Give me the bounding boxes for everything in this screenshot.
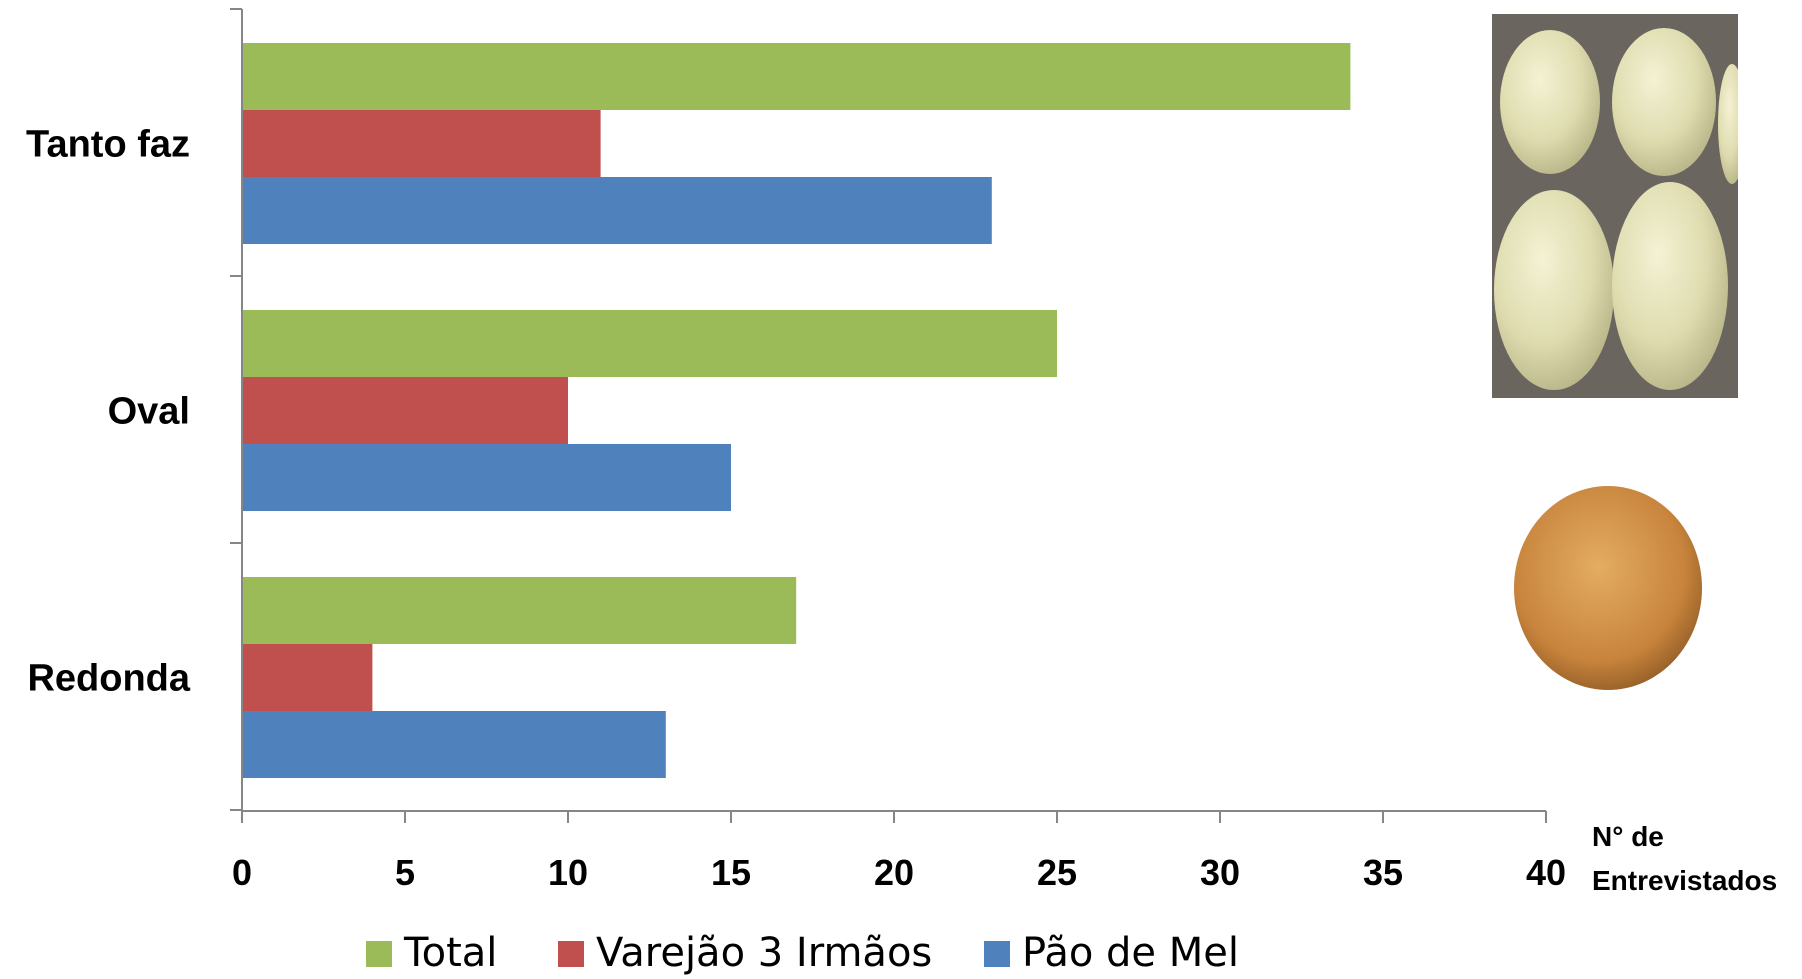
x-tick-label: 10 (548, 852, 588, 893)
legend-item: Total (366, 930, 497, 976)
category-label: Oval (108, 391, 190, 433)
bar-tanto-faz-pão-de-mel (242, 177, 992, 244)
category-label: Redonda (27, 658, 190, 700)
legend-swatch (366, 941, 392, 967)
bar-redonda-total (242, 577, 797, 644)
x-tick-label: 5 (395, 852, 415, 893)
legend-label: Total (403, 930, 497, 976)
x-tick-label: 40 (1526, 852, 1566, 893)
legend-label: Pão de Mel (1022, 930, 1239, 976)
legend-item: Pão de Mel (984, 930, 1239, 976)
x-tick-label: 25 (1037, 852, 1077, 893)
x-tick-label: 30 (1200, 852, 1240, 893)
category-label: Tanto faz (26, 124, 190, 166)
x-axis-title-line2: Entrevistados (1592, 865, 1777, 896)
bars-group (242, 43, 1351, 778)
bar-oval-total (242, 310, 1057, 377)
bar-oval-pão-de-mel (242, 444, 731, 511)
legend-item: Varejão 3 Irmãos (558, 930, 932, 976)
legend-swatch (558, 941, 584, 967)
round-potato-photo (1514, 486, 1702, 690)
x-tick-labels: 0 5 10 15 20 25 30 35 40 (232, 852, 1566, 893)
x-axis-title-line1: N° de (1592, 821, 1664, 852)
axes-group (230, 8, 1547, 823)
bar-tanto-faz-varejão-3-irmãos (242, 110, 601, 177)
x-tick-label: 0 (232, 852, 252, 893)
x-tick-label: 35 (1363, 852, 1403, 893)
oval-potatoes-photo (1492, 14, 1738, 398)
legend-label: Varejão 3 Irmãos (596, 930, 932, 976)
legend-swatch (984, 941, 1010, 967)
legend: Total Varejão 3 Irmãos Pão de Mel (366, 930, 1239, 976)
bar-oval-varejão-3-irmãos (242, 377, 568, 444)
bar-redonda-varejão-3-irmãos (242, 644, 373, 711)
bar-tanto-faz-total (242, 43, 1351, 110)
category-labels: Tanto faz Oval Redonda (26, 124, 191, 700)
bar-redonda-pão-de-mel (242, 711, 666, 778)
x-tick-label: 20 (874, 852, 914, 893)
x-tick-label: 15 (711, 852, 751, 893)
